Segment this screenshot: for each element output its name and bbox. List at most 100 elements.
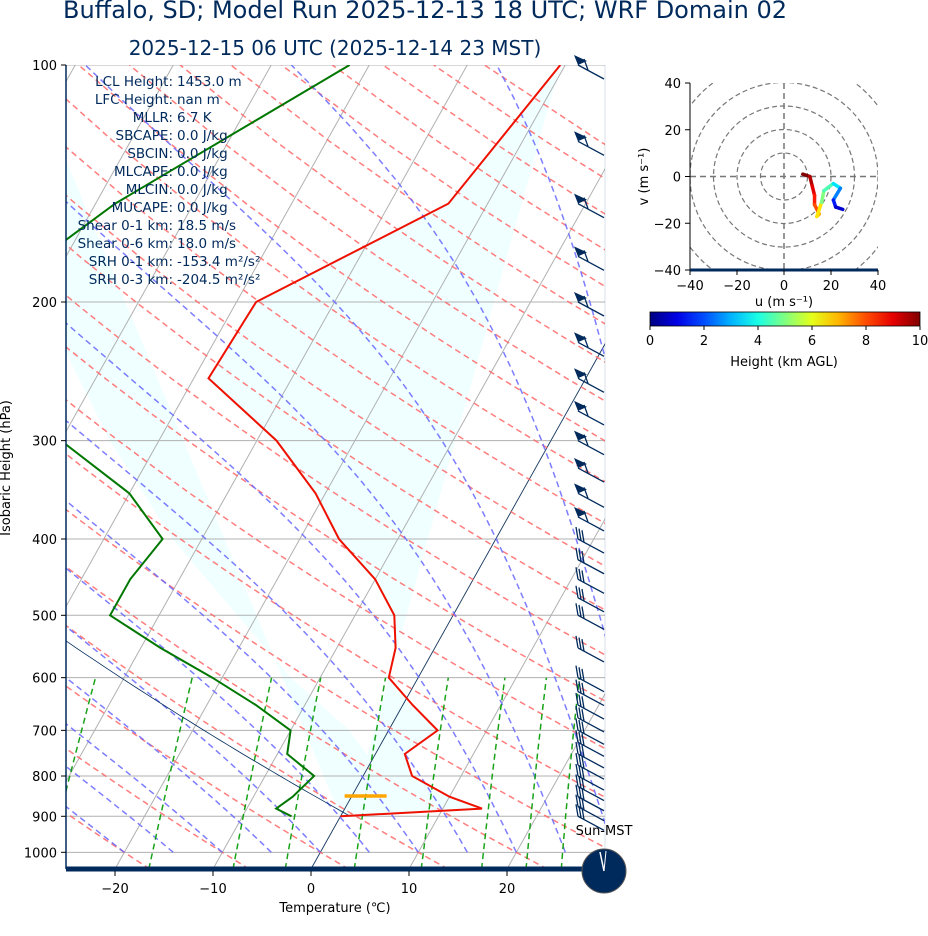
moist-adiabat	[66, 200, 567, 853]
barb-flag	[583, 404, 589, 417]
barb-staff	[577, 717, 605, 733]
isotherm	[801, 65, 928, 869]
barb-flag	[583, 197, 589, 209]
hodograph-trace-segment	[815, 200, 824, 219]
barb-flag	[578, 568, 582, 581]
barb-staff	[577, 467, 605, 483]
barb-flag	[583, 434, 589, 446]
plot-area	[66, 65, 928, 869]
barb-staff	[577, 341, 605, 357]
wind-barb	[574, 483, 605, 508]
wind-barb	[575, 547, 605, 575]
stat-label: MLCIN:	[126, 182, 173, 198]
isotherm	[604, 867, 605, 869]
stat-value: 0.0 J/kg	[177, 146, 228, 162]
barb-staff	[577, 753, 605, 769]
y-tick-label: 500	[32, 609, 57, 624]
dry-adiabat	[66, 747, 250, 869]
barb-flag	[581, 530, 585, 543]
barb-flag	[575, 705, 579, 719]
hodograph-y-tick-label: −40	[654, 264, 681, 279]
hodograph-area	[690, 83, 878, 270]
barb-flag	[583, 461, 589, 474]
wind-barb	[575, 741, 605, 769]
y-tick-label: 100	[32, 59, 57, 74]
x-axis-label: Temperature (℃)	[278, 901, 390, 916]
wind-barb	[574, 368, 605, 393]
barb-staff	[577, 815, 605, 831]
barb-flag	[583, 135, 589, 147]
hodograph-trace-segment	[819, 188, 826, 205]
stat-value: 18.5 m/s	[177, 218, 236, 234]
stat-value: -204.5 m²/s²	[177, 272, 260, 288]
barb-flag	[578, 776, 582, 789]
wind-barb	[575, 679, 605, 707]
dry-adiabat	[66, 565, 548, 869]
y-tick-label: 1000	[24, 846, 57, 861]
barb-staff	[577, 255, 605, 271]
barb-staff	[577, 677, 605, 693]
hodograph-x-tick-label: 40	[870, 279, 887, 294]
barb-flag	[575, 718, 579, 731]
dry-adiabat	[179, 65, 605, 363]
hodograph-x-label: u (m s⁻¹)	[755, 295, 813, 310]
barb-staff	[577, 578, 605, 594]
barb-flag	[581, 682, 585, 695]
isotherm	[114, 65, 566, 869]
barb-flag	[581, 570, 585, 583]
hodograph-trace-segment	[822, 181, 836, 193]
stat-value: nan m	[177, 92, 220, 108]
barb-flag	[583, 336, 589, 348]
barb-pennant	[574, 292, 587, 303]
x-tick-label: −20	[101, 882, 128, 897]
y-tick-label: 700	[32, 724, 57, 739]
wind-barb	[574, 292, 605, 317]
barb-staff	[577, 691, 605, 707]
barb-flag	[578, 587, 582, 600]
isotherm	[66, 65, 370, 608]
barb-staff	[577, 516, 605, 532]
mixing-ratio-line	[148, 677, 193, 869]
barb-flag	[583, 510, 589, 523]
isotherm	[408, 517, 605, 869]
barb-flag	[581, 745, 585, 758]
moist-adiabat	[66, 805, 125, 853]
wind-barb	[574, 193, 605, 219]
wind-barb	[575, 804, 605, 831]
barb-pennant	[574, 332, 587, 343]
hodograph-x-tick-label: 0	[780, 279, 788, 294]
barb-flag	[575, 585, 579, 598]
y-tick-label: 900	[32, 810, 57, 825]
x-tick-label: −10	[199, 882, 226, 897]
barb-staff	[577, 559, 605, 575]
chart-subtitle: 2025-12-15 06 UTC (2025-12-14 23 MST)	[128, 36, 542, 60]
barb-flag	[581, 709, 585, 722]
x-tick-label: 20	[499, 882, 516, 897]
stat-label: MUCAPE:	[112, 200, 173, 216]
hodograph-x-tick-label: −20	[723, 279, 750, 294]
barb-flag	[581, 767, 585, 780]
dry-adiabat	[66, 294, 605, 656]
barb-flag	[581, 696, 585, 709]
x-tick-label: 10	[401, 882, 418, 897]
barb-flag	[581, 588, 585, 602]
stat-label: SRH 0-1 km:	[89, 254, 173, 270]
barb-flag	[578, 528, 582, 541]
barb-flag	[578, 681, 582, 694]
wind-barb	[575, 730, 605, 757]
barb-staff	[577, 301, 605, 317]
barb-flag	[581, 606, 585, 619]
wind-barb	[574, 400, 605, 426]
barb-flag	[578, 694, 582, 707]
stat-value: 0.0 J/kg	[177, 182, 228, 198]
hodograph-y-tick-label: 0	[673, 171, 681, 186]
hodograph-trace-segment	[833, 205, 845, 212]
barb-flag	[575, 774, 579, 787]
hodograph-x-tick-label: −40	[676, 279, 703, 294]
stat-label: LCL Height:	[95, 74, 173, 90]
barb-pennant	[574, 506, 587, 517]
stat-label: SRH 0-3 km:	[89, 272, 173, 288]
barb-flag	[578, 604, 582, 618]
wind-barb	[574, 246, 605, 271]
dry-adiabat	[66, 98, 605, 483]
